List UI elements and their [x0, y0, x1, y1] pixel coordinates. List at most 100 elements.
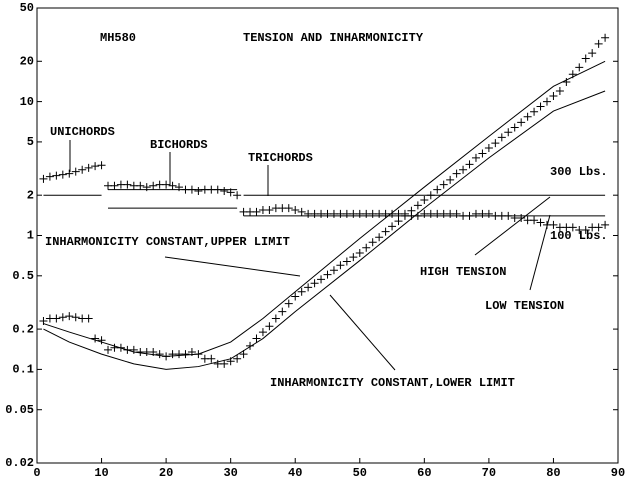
leader-line [529, 214, 551, 291]
plus-marker [555, 86, 564, 95]
plus-marker [349, 253, 358, 262]
plus-marker [317, 275, 326, 284]
plus-marker [246, 341, 255, 350]
plus-marker [594, 39, 603, 48]
plus-marker [239, 350, 248, 359]
annotation: INHARMONICITY CONSTANT,UPPER LIMIT [45, 235, 290, 249]
plus-marker [78, 165, 87, 174]
plus-marker [517, 214, 526, 223]
plus-marker [104, 345, 113, 354]
plus-marker [355, 249, 364, 258]
leader-line [474, 196, 551, 256]
plus-marker [562, 78, 571, 87]
leader-line [329, 294, 396, 371]
annotation: BICHORDS [150, 138, 208, 152]
plus-marker [523, 112, 532, 121]
y-tick-label: 1 [27, 229, 34, 243]
plus-marker [394, 217, 403, 226]
plus-marker [388, 222, 397, 231]
x-tick-label: 70 [482, 466, 496, 480]
plus-marker [71, 167, 80, 176]
x-tick-label: 10 [94, 466, 108, 480]
chart-subtitle: MH580 [100, 31, 136, 45]
plus-marker [420, 196, 429, 205]
annotation: HIGH TENSION [420, 265, 506, 279]
plus-marker [491, 139, 500, 148]
plus-marker [510, 123, 519, 132]
plus-marker [297, 207, 306, 216]
x-tick-label: 40 [288, 466, 302, 480]
plus-marker [381, 227, 390, 236]
plus-marker [252, 334, 261, 343]
x-tick-label: 50 [353, 466, 367, 480]
plus-marker [452, 169, 461, 178]
plus-marker [465, 160, 474, 169]
plus-marker [39, 174, 48, 183]
plus-marker [530, 216, 539, 225]
plus-marker [517, 118, 526, 127]
y-tick-label: 0.1 [12, 363, 34, 377]
plus-marker [581, 225, 590, 234]
plus-marker [84, 314, 93, 323]
curve [43, 60, 606, 357]
y-tick-label: 0.02 [5, 456, 34, 470]
x-tick-label: 30 [223, 466, 237, 480]
plus-marker [407, 206, 416, 215]
plus-marker [58, 313, 67, 322]
plus-marker [484, 209, 493, 218]
plus-marker [71, 313, 80, 322]
plus-marker [439, 180, 448, 189]
plus-marker [207, 354, 216, 363]
y-tick-label: 5 [27, 135, 34, 149]
plus-marker [536, 102, 545, 111]
annotation: UNICHORDS [50, 125, 115, 139]
plus-marker [342, 257, 351, 266]
plus-marker [530, 107, 539, 116]
y-tick-label: 20 [20, 54, 34, 68]
plus-marker [484, 144, 493, 153]
plus-marker [91, 162, 100, 171]
plus-marker [278, 307, 287, 316]
y-tick-label: 10 [20, 95, 34, 109]
plus-marker [310, 279, 319, 288]
annotation: LOW TENSION [485, 299, 564, 313]
plus-marker [136, 181, 145, 190]
x-tick-label: 60 [417, 466, 431, 480]
plus-marker [601, 33, 610, 42]
x-tick-label: 0 [33, 466, 40, 480]
plus-marker [297, 287, 306, 296]
plus-marker [181, 350, 190, 359]
plus-marker [323, 270, 332, 279]
plus-marker [478, 149, 487, 158]
plus-marker [497, 133, 506, 142]
plus-marker [336, 261, 345, 270]
plus-marker [265, 322, 274, 331]
plus-marker [58, 170, 67, 179]
plus-marker [271, 314, 280, 323]
plus-marker [362, 243, 371, 252]
plus-marker [97, 336, 106, 345]
curve [43, 90, 606, 370]
plus-marker [233, 191, 242, 200]
plus-marker [581, 54, 590, 63]
y-tick-label: 0.05 [5, 403, 34, 417]
plus-marker [284, 204, 293, 213]
plus-marker [258, 328, 267, 337]
x-tick-label: 80 [546, 466, 560, 480]
plus-marker [291, 292, 300, 301]
plus-marker [304, 283, 313, 292]
annotation: 100 Lbs. [550, 229, 608, 243]
plus-marker [91, 334, 100, 343]
plus-marker [284, 299, 293, 308]
plus-marker [375, 233, 384, 242]
plus-marker [149, 181, 158, 190]
plus-marker [129, 345, 138, 354]
x-tick-label: 20 [159, 466, 173, 480]
plus-marker [97, 161, 106, 170]
plus-marker [233, 354, 242, 363]
plus-marker [265, 206, 274, 215]
plus-marker [220, 359, 229, 368]
